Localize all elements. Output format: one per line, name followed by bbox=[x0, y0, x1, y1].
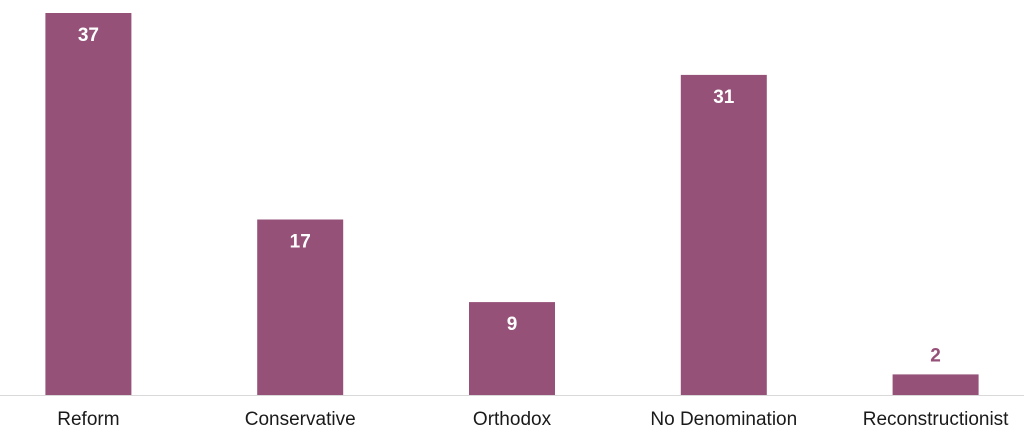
category-label-no-denomination: No Denomination bbox=[650, 409, 797, 430]
value-label-orthodox: 9 bbox=[507, 314, 518, 335]
value-label-conservative: 17 bbox=[290, 231, 311, 252]
bar-reform bbox=[45, 13, 132, 395]
bar-reconstructionist bbox=[892, 374, 979, 395]
value-label-no-denomination: 31 bbox=[713, 87, 735, 108]
bar-orthodox bbox=[469, 302, 555, 395]
bars-group bbox=[45, 13, 979, 396]
category-label-reconstructionist: Reconstructionist bbox=[863, 409, 1009, 430]
bar-conservative bbox=[257, 219, 344, 395]
labels-group: 37 Reform 17 Conservative 9 Orthodox 31 No Deno… bbox=[57, 25, 1009, 430]
category-label-orthodox: Orthodox bbox=[473, 409, 552, 430]
bar-no-denomination bbox=[680, 74, 767, 396]
value-label-reconstructionist: 2 bbox=[930, 345, 941, 366]
value-label-reform: 37 bbox=[78, 25, 99, 46]
category-label-reform: Reform bbox=[57, 409, 119, 430]
category-label-conservative: Conservative bbox=[245, 409, 356, 430]
